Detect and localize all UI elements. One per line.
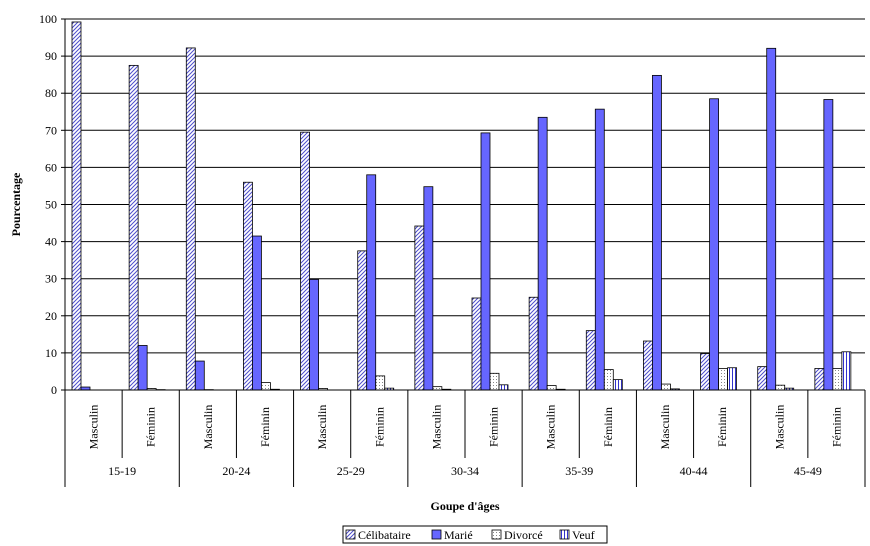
x-tick-label-sex: Féminin [829,407,843,447]
x-tick-label-sex: Féminin [601,407,615,447]
y-tick-label: 30 [45,272,57,286]
bar-divorc-8 [546,385,557,391]
bar-mari-12 [766,47,777,391]
y-tick-label: 100 [39,12,57,26]
x-axis-title: Goupe d'âges [430,499,499,513]
y-tick-label: 70 [45,123,57,137]
bar-mari-7 [480,132,491,391]
bar-divorc-12 [775,384,786,391]
bar-clibataire-8 [528,296,539,391]
x-tick-label-age: 45-49 [794,464,822,478]
x-tick-label-age: 40-44 [680,464,708,478]
axes: 0 10 20 30 40 50 60 70 80 90 100 Masculin Féminin Mas… [9,12,866,513]
legend-label: Célibataire [358,528,411,542]
x-tick-label-sex: Féminin [144,407,158,447]
y-tick-label: 50 [45,198,57,212]
x-tick-label-age: 15-19 [108,464,136,478]
legend-label: Veuf [572,528,595,542]
x-tick-label-sex: Masculin [544,405,558,450]
bar-mari-8 [537,116,548,391]
bar-clibataire-13 [814,368,825,391]
x-tick-label-age: 25-29 [337,464,365,478]
bar-mari-6 [423,186,434,391]
bar-divorc-6 [432,386,443,391]
bar-mari-10 [652,74,662,391]
y-tick-label: 80 [45,86,57,100]
y-tick-label: 40 [45,235,57,249]
bar-mari-9 [594,108,605,391]
plot-area [65,18,865,391]
x-tick-label-age: 30-34 [451,464,479,478]
bar-veuf-7 [498,384,509,391]
bar-clibataire-6 [414,225,425,391]
y-tick-label: 90 [45,49,57,63]
y-tick-label: 10 [45,346,57,360]
bar-divorc-13 [832,368,843,391]
bar-mari-5 [366,174,377,391]
bar-clibataire-11 [700,353,710,391]
x-tick-label-age: 20-24 [222,464,250,478]
bar-divorc-5 [375,375,386,391]
legend-swatch [491,529,502,540]
y-axis-title: Pourcentage [9,172,23,236]
x-tick-label-sex: Masculin [315,405,329,450]
bar-clibataire-1 [128,64,139,391]
x-tick-label-sex: Masculin [429,405,443,450]
bar-mari-13 [823,99,834,391]
bar-clibataire-2 [185,47,196,391]
x-tick-label-sex: Masculin [201,405,215,450]
bar-clibataire-12 [757,366,768,391]
y-tick-label: 60 [45,160,57,174]
bar-divorc-11 [718,368,728,391]
bar-veuf-11 [727,367,737,391]
bar-mari-3 [252,235,262,391]
x-tick-label-sex: Masculin [87,405,101,450]
x-tick-label-sex: Féminin [715,407,729,447]
bar-clibataire-9 [585,330,596,391]
x-tick-label-sex: Féminin [487,407,501,447]
bar-mari-1 [137,345,148,391]
bar-clibataire-5 [357,250,368,391]
legend-swatch [431,529,442,540]
legend-swatch [559,529,570,540]
bar-clibataire-4 [300,131,310,391]
bar-mari-11 [709,98,719,391]
bar-divorc-3 [261,382,271,391]
legend-label: Divorcé [504,528,543,542]
bar-divorc-10 [661,383,671,391]
bar-clibataire-0 [71,21,82,391]
x-tick-label-age: 35-39 [565,464,593,478]
y-tick-label: 20 [45,309,57,323]
bar-veuf-9 [612,379,623,391]
bar-veuf-13 [841,351,852,391]
x-tick-label-sex: Masculin [658,405,672,450]
x-tick-label-sex: Masculin [772,405,786,450]
bar-divorc-7 [489,372,500,391]
bar-clibataire-3 [243,181,253,391]
x-tick-label-sex: Féminin [258,407,272,447]
legend: Célibataire Marié Divorcé Veuf [342,525,608,544]
y-tick-label: 0 [51,383,57,397]
bar-mari-4 [309,279,319,391]
legend-swatch [345,529,356,540]
x-tick-label-sex: Féminin [372,407,386,447]
bar-clibataire-10 [643,340,653,391]
legend-box [342,525,608,544]
legend-label: Marié [444,528,473,542]
bar-clibataire-7 [471,297,482,391]
bar-divorc-9 [603,369,614,391]
bar-mari-2 [194,360,205,391]
